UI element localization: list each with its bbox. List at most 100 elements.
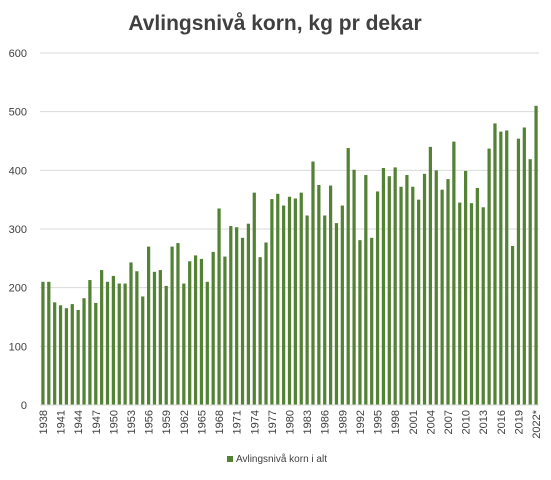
- x-tick-label: 1950: [108, 410, 120, 434]
- bar: [76, 309, 80, 405]
- bar: [458, 202, 462, 405]
- y-tick-label: 200: [9, 283, 27, 295]
- bar: [528, 159, 532, 405]
- bar: [293, 198, 297, 405]
- bar: [364, 175, 368, 405]
- x-tick-label: 1977: [267, 410, 279, 434]
- bar: [229, 226, 233, 405]
- x-axis-tick-labels: 1938 1941 1944 1947 1950 1953 1956 1959 1962 1965…: [38, 409, 543, 438]
- x-tick-label: 2007: [443, 410, 455, 434]
- bar: [182, 283, 186, 405]
- bar: [434, 170, 438, 405]
- bar: [405, 175, 409, 405]
- bar: [393, 167, 397, 405]
- bar: [399, 186, 403, 405]
- bar: [123, 283, 127, 405]
- x-tick-label: 1986: [320, 410, 332, 434]
- bar: [170, 246, 174, 405]
- bar: [422, 173, 427, 405]
- bar: [381, 167, 386, 405]
- bar: [352, 169, 356, 405]
- x-tick-label: 1941: [56, 410, 68, 434]
- bar: [317, 185, 321, 405]
- bar: [252, 192, 256, 405]
- x-tick-label: 2013: [478, 410, 490, 434]
- x-tick-label: 1944: [73, 410, 85, 434]
- bar: [141, 296, 145, 405]
- bar: [41, 281, 45, 405]
- bar: [105, 281, 110, 405]
- bar: [240, 237, 245, 405]
- x-tick-label: 1995: [373, 410, 385, 434]
- bar: [446, 179, 450, 405]
- x-tick-label: 1971: [232, 410, 244, 434]
- bar: [305, 215, 309, 405]
- bar: [64, 308, 69, 405]
- bar: [375, 191, 380, 405]
- x-tick-label: 1974: [249, 410, 261, 434]
- x-tick-label: 1953: [126, 410, 138, 434]
- bar: [428, 146, 433, 405]
- bar: [387, 176, 391, 405]
- bar: [217, 208, 221, 405]
- bar: [152, 271, 157, 405]
- bar: [111, 275, 115, 405]
- bar: [88, 280, 92, 405]
- x-tick-label: 1992: [355, 410, 367, 434]
- bar: [487, 148, 491, 406]
- bar: [211, 251, 215, 405]
- bar: [299, 192, 303, 405]
- x-tick-label: 1968: [214, 410, 226, 434]
- x-tick-label: 1983: [302, 410, 314, 434]
- bar: [58, 305, 63, 405]
- bar: [311, 161, 315, 405]
- bar: [282, 205, 286, 405]
- bar: [270, 199, 274, 405]
- bar: [193, 255, 198, 405]
- bar: [53, 302, 57, 405]
- bar: [464, 170, 468, 405]
- bar: [258, 257, 262, 405]
- x-tick-label: 2004: [425, 410, 437, 434]
- y-tick-label: 300: [9, 224, 27, 236]
- y-tick-label: 600: [9, 48, 27, 60]
- x-tick-label: 1962: [179, 410, 191, 434]
- bar: [481, 207, 485, 405]
- bar: [129, 262, 133, 405]
- bar: [323, 215, 327, 405]
- bar: [188, 261, 192, 405]
- bar: [334, 223, 339, 405]
- legend: Avlingsnivå korn i alt: [227, 453, 327, 465]
- y-tick-label: 100: [9, 341, 27, 353]
- bar: [475, 187, 479, 405]
- bar: [417, 199, 421, 405]
- bar: [522, 127, 526, 406]
- bar: [534, 105, 538, 406]
- bar: [264, 242, 268, 405]
- bar: [505, 130, 509, 405]
- bar: [135, 271, 139, 405]
- bar: [516, 138, 521, 406]
- bar: [499, 131, 503, 405]
- y-tick-label: 500: [9, 107, 27, 119]
- bar: [276, 193, 280, 405]
- bar: [47, 281, 51, 405]
- bar: [328, 185, 333, 405]
- bar: [370, 237, 374, 405]
- bar: [346, 148, 350, 406]
- bar: [246, 223, 251, 405]
- chart-title: Avlingsnivå korn, kg pr dekar: [128, 12, 421, 35]
- bar: [94, 302, 98, 405]
- x-tick-label: 1989: [337, 410, 349, 434]
- bar: [117, 283, 121, 405]
- legend-swatch: [227, 456, 233, 462]
- bar: [199, 258, 204, 405]
- x-tick-label: 2022*: [531, 409, 543, 438]
- x-tick-label: 1956: [144, 410, 156, 434]
- bar: [411, 186, 415, 405]
- bar: [164, 285, 168, 405]
- bar: [469, 203, 474, 405]
- x-tick-label: 1965: [196, 410, 208, 434]
- x-tick-label: 1998: [390, 410, 402, 434]
